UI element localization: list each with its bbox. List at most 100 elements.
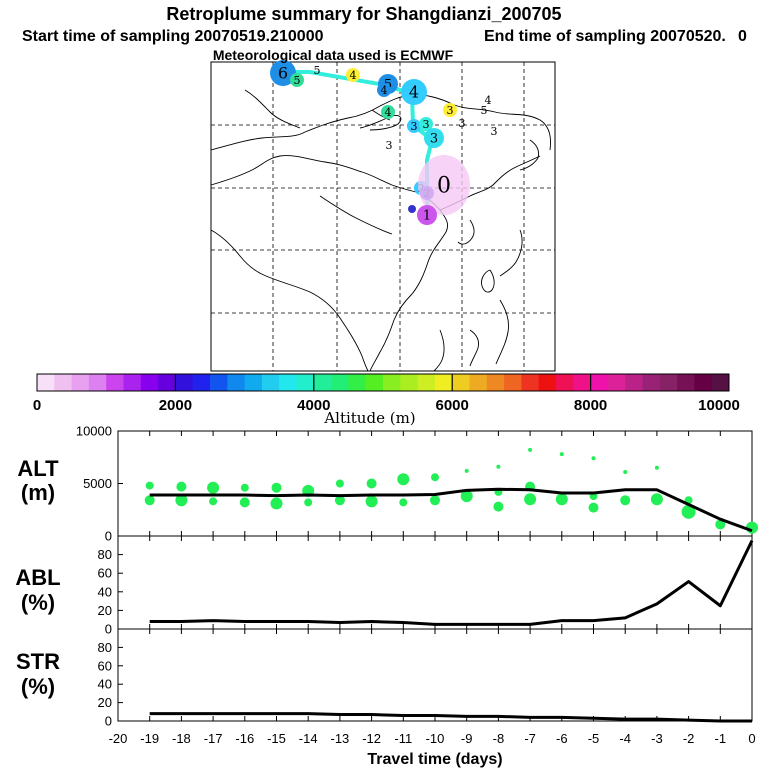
end-time-suffix: 0 <box>738 28 747 45</box>
colorbar-swatch <box>504 374 522 391</box>
colorbar-swatch <box>348 374 367 391</box>
colorbar-swatch <box>694 374 713 391</box>
series-line <box>149 539 754 626</box>
colorbar-swatch <box>192 374 211 391</box>
altitude-cluster-point <box>430 495 440 506</box>
x-tick-label: 0 <box>748 731 755 746</box>
altitude-cluster-point <box>681 504 696 519</box>
cluster-label: 5 <box>481 104 488 117</box>
x-tick-label: -2 <box>683 731 695 746</box>
colorbar-tick-label: 4000 <box>297 397 330 414</box>
cluster-circle <box>377 83 391 97</box>
cluster-marker: 3 <box>419 117 433 131</box>
y-tick-label: 20 <box>98 603 112 618</box>
colorbar-swatch <box>313 374 332 391</box>
trajectory-map: 655454434543333332201 <box>210 60 556 372</box>
cluster-marker: 5 <box>290 73 304 87</box>
cluster-label: 3 <box>459 117 466 130</box>
x-tick-label: -16 <box>235 731 254 746</box>
colorbar-swatch <box>434 374 453 391</box>
altitude-cluster-point <box>715 519 726 530</box>
altitude-cluster-point <box>460 490 473 503</box>
colorbar-swatch <box>556 374 574 391</box>
colorbar-swatch <box>54 374 73 391</box>
x-tick-label: -13 <box>331 731 350 746</box>
colorbar-swatch <box>210 374 228 391</box>
met-data-label: Meteorological data used is ECMWF <box>213 47 454 63</box>
colorbar-swatch <box>677 374 695 391</box>
cluster-label: 5 <box>314 64 321 77</box>
colorbar-swatch <box>659 374 678 391</box>
x-tick-label: -5 <box>588 731 600 746</box>
cluster-label: 3 <box>386 139 393 152</box>
altitude-cluster-point <box>271 482 282 493</box>
cluster-label: 3 <box>423 118 430 131</box>
altitude-colorbar: 0 2000 4000 6000 8000 10000 Altitude (m) <box>33 373 740 427</box>
cluster-marker: 4 <box>485 94 492 107</box>
colorbar-swatch <box>452 374 470 391</box>
colorbar-swatch <box>521 374 540 391</box>
altitude-cluster-point <box>464 468 469 473</box>
altitude-cluster-point <box>335 479 344 488</box>
altitude-cluster-point <box>239 497 250 508</box>
panel-label: (%) <box>21 590 55 615</box>
cluster-marker: 3 <box>491 125 498 138</box>
panel-label: ABL <box>15 565 60 590</box>
cluster-label: 5 <box>294 74 301 87</box>
x-tick-label: -1 <box>715 731 727 746</box>
cluster-circle <box>424 128 444 148</box>
altitude-cluster-point <box>270 497 283 510</box>
cluster-circle <box>290 73 304 87</box>
x-tick-label: -10 <box>426 731 445 746</box>
cluster-circle <box>381 105 395 119</box>
colorbar-ticks: 0 2000 4000 6000 8000 10000 <box>33 374 740 414</box>
colorbar-swatch <box>573 374 592 391</box>
cluster-marker: 3 <box>459 117 466 130</box>
cluster-marker: 4 <box>401 79 427 105</box>
altitude-cluster-point <box>366 478 377 489</box>
panel-label: ALT <box>17 456 59 481</box>
y-tick-label: 10000 <box>76 424 112 439</box>
altitude-cluster-point <box>650 493 663 506</box>
colorbar-swatch <box>279 374 297 391</box>
y-tick-label: 20 <box>98 695 112 710</box>
colorbar-swatch <box>538 374 557 391</box>
y-tick-label: 0 <box>105 622 112 637</box>
cluster-label: 3 <box>411 120 418 133</box>
y-tick-label: 5000 <box>83 476 112 491</box>
colorbar-swatch <box>590 374 609 391</box>
altitude-cluster-point <box>524 493 537 506</box>
cluster-marker: 4 <box>381 105 395 119</box>
altitude-cluster-point <box>591 456 596 461</box>
altitude-cluster-point <box>144 495 155 506</box>
cluster-label: 3 <box>430 132 438 147</box>
colorbar-swatches <box>37 374 730 391</box>
cluster-circle <box>443 103 457 117</box>
series-line <box>149 712 752 723</box>
cluster-marker: 3 <box>386 139 393 152</box>
cluster-label: 3 <box>491 125 498 138</box>
colorbar-tick-label: 0 <box>33 397 41 414</box>
x-tick-label: -8 <box>493 731 505 746</box>
colorbar-tick-label: 8000 <box>574 397 607 414</box>
x-tick-label: -12 <box>362 731 381 746</box>
colorbar-swatch <box>486 374 505 391</box>
y-tick-label: 80 <box>98 547 112 562</box>
altitude-cluster-point <box>528 447 533 452</box>
altitude-cluster-point <box>207 481 220 494</box>
altitude-cluster-point <box>334 495 345 506</box>
altitude-cluster-point <box>145 481 154 490</box>
x-axis-label: Travel time (days) <box>367 751 502 768</box>
colorbar-swatch <box>400 374 419 391</box>
altitude-cluster-point <box>588 502 599 513</box>
cluster-label: 6 <box>278 64 288 83</box>
y-tick-label: 0 <box>105 529 112 544</box>
colorbar-tick-label: 6000 <box>436 397 469 414</box>
y-tick-label: 60 <box>98 658 112 673</box>
cluster-label: 4 <box>381 84 388 97</box>
x-tick-label: -19 <box>140 731 159 746</box>
cluster-label: 3 <box>447 104 454 117</box>
colorbar-swatch <box>227 374 246 391</box>
altitude-cluster-point <box>399 498 408 507</box>
